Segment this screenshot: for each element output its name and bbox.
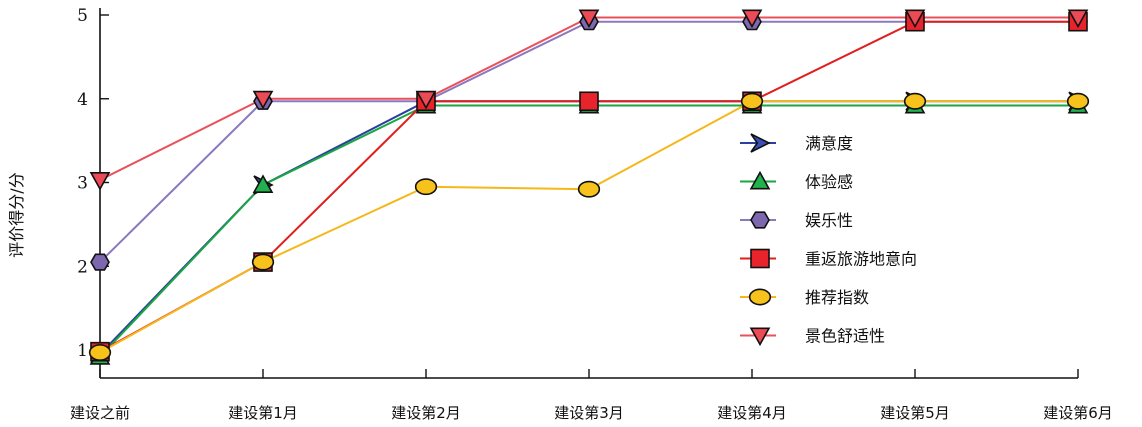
x-tick-label: 建设第3月 (554, 404, 624, 422)
legend-label: 满意度 (805, 134, 853, 153)
y-tick-label: 2 (77, 257, 88, 277)
data-point (89, 171, 111, 191)
data-point (252, 174, 274, 194)
series-layer (88, 9, 1090, 365)
series-line (99, 100, 1078, 354)
data-point (577, 180, 601, 198)
x-tick-label: 建设第4月 (717, 404, 787, 422)
legend-label: 重返旅游地意向 (805, 250, 917, 269)
data-point (579, 91, 599, 112)
legend-marker (750, 211, 770, 229)
data-point (904, 9, 926, 29)
y-tick-label: 1 (77, 341, 88, 361)
data-point (1066, 92, 1090, 110)
data-point (740, 92, 764, 110)
y-tick-label: 4 (77, 90, 88, 110)
legend-marker (748, 288, 772, 306)
legend-label: 体验感 (805, 173, 853, 192)
legend-label: 景色舒适性 (805, 327, 885, 346)
data-point (88, 344, 112, 361)
y-tick-label: 5 (77, 6, 88, 26)
data-point (252, 90, 274, 110)
x-tick-label: 建设第5月 (880, 404, 950, 422)
x-tick-label: 建设第2月 (391, 404, 461, 422)
legend-marker (749, 170, 771, 190)
legend-label: 推荐指数 (805, 288, 869, 307)
x-tick-label: 建设第6月 (1043, 404, 1113, 422)
data-point (578, 9, 600, 29)
series-line (99, 100, 1078, 355)
data-point (741, 9, 763, 29)
x-tick-label: 建设之前 (70, 404, 130, 422)
data-point (414, 178, 438, 196)
legend-marker (750, 248, 770, 269)
y-axis-title: 评价得分/分 (7, 172, 26, 257)
x-tick-label: 建设第1月 (228, 404, 298, 422)
y-tick-label: 3 (77, 174, 88, 194)
legend-label: 娱乐性 (805, 211, 853, 230)
legend-marker (749, 327, 771, 347)
data-point (251, 253, 275, 271)
data-point (415, 90, 437, 110)
series-line (99, 104, 1078, 358)
data-point (90, 253, 110, 271)
data-point (1067, 9, 1089, 29)
legend-marker (750, 133, 771, 153)
series-line (99, 20, 1078, 263)
axes: 1 2 3 4 5 建设之前 建设第1月 建设第2月 建设第3月 建设第4月 建设第5月 建设第6月 (70, 6, 1113, 422)
data-point (903, 92, 927, 110)
